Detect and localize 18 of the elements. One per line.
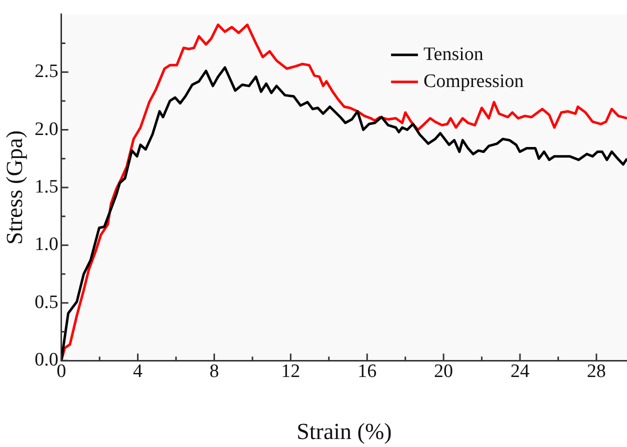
y-tick-label: 2.5 <box>34 61 58 82</box>
y-tick-label: 1.5 <box>34 176 58 198</box>
y-tick-label: 0.5 <box>34 292 58 313</box>
x-tick-label: 16 <box>358 361 377 382</box>
x-tick-label: 4 <box>133 361 144 382</box>
x-tick-label: 28 <box>586 361 606 382</box>
y-tick-label: 2.0 <box>34 118 58 140</box>
x-tick-label: 20 <box>434 361 454 382</box>
x-axis-title: Strain (%) <box>296 419 392 444</box>
y-tick-label: 0.0 <box>34 350 58 371</box>
legend-label: Tension <box>424 44 484 65</box>
x-tick-label: 24 <box>510 361 530 382</box>
legend-label: Compression <box>424 70 524 92</box>
x-tick-label: 8 <box>209 361 219 382</box>
x-tick-label: 12 <box>281 361 300 382</box>
x-tick-label: 0 <box>56 361 66 382</box>
y-tick-label: 1.0 <box>34 234 58 256</box>
y-axis-title: Stress (Gpa) <box>2 130 27 245</box>
